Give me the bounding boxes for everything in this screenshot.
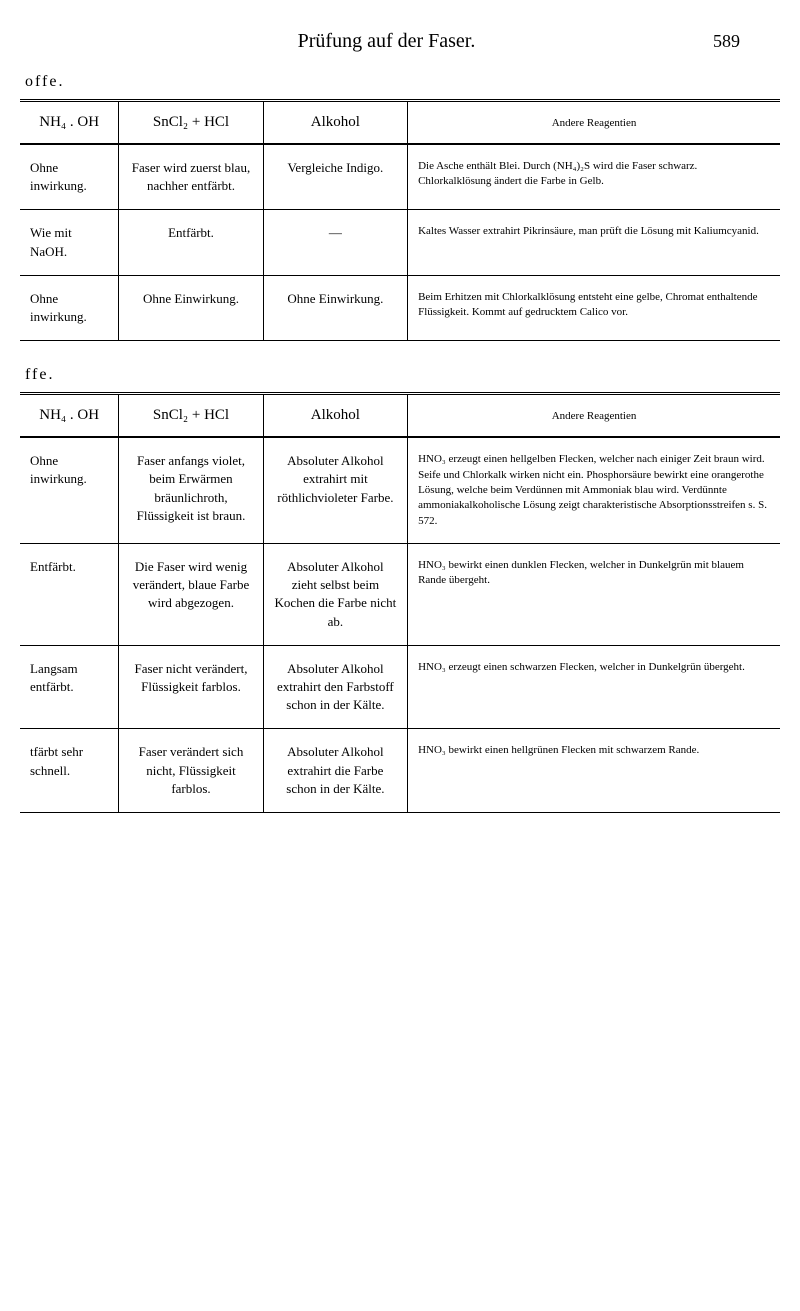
column-header: Andere Reagentien: [408, 394, 780, 438]
cell: Vergleiche Indigo.: [263, 144, 407, 210]
cell: HNO₃ erzeugt einen hellgelben Flecken, w…: [408, 437, 780, 543]
cell: Kaltes Wasser extrahirt Pikrinsäure, man…: [408, 210, 780, 275]
cell: HNO₃ bewirkt einen dunklen Flecken, welc…: [408, 544, 780, 646]
cell: Ohne inwirkung.: [20, 275, 119, 340]
table-1: NH₄ . OH SnCl₂ + HCl Alkohol Andere Reag…: [20, 99, 780, 341]
cell: Absoluter Alkohol extrahirt den Farbstof…: [263, 645, 407, 729]
column-header: NH₄ . OH: [20, 394, 119, 438]
table-row: tfärbt sehr schnell. Faser verändert sic…: [20, 729, 780, 813]
table-row: Ohne inwirkung. Faser anfangs violet, be…: [20, 437, 780, 543]
cell: Ohne Einwirkung.: [263, 275, 407, 340]
cell: Faser anfangs violet, beim Erwärmen bräu…: [119, 437, 263, 543]
table-2: NH₄ . OH SnCl₂ + HCl Alkohol Andere Reag…: [20, 392, 780, 813]
section-label-2: ffe.: [25, 366, 780, 384]
table-row: Ohne inwirkung. Ohne Einwirkung. Ohne Ei…: [20, 275, 780, 340]
table-header-row: NH₄ . OH SnCl₂ + HCl Alkohol Andere Reag…: [20, 101, 780, 145]
cell: tfärbt sehr schnell.: [20, 729, 119, 813]
cell: Wie mit NaOH.: [20, 210, 119, 275]
cell: Faser wird zuerst blau, nachher entfärbt…: [119, 144, 263, 210]
table-header-row: NH₄ . OH SnCl₂ + HCl Alkohol Andere Reag…: [20, 394, 780, 438]
column-header: Andere Reagentien: [408, 101, 780, 145]
cell: HNO₃ erzeugt einen schwarzen Flecken, we…: [408, 645, 780, 729]
cell: Absoluter Alkohol zieht selbst beim Koch…: [263, 544, 407, 646]
cell: Faser verändert sich nicht, Flüssigkeit …: [119, 729, 263, 813]
cell: Absoluter Alkohol extrahirt die Farbe sc…: [263, 729, 407, 813]
cell: Ohne Einwirkung.: [119, 275, 263, 340]
cell: Entfärbt.: [119, 210, 263, 275]
cell: Die Asche enthält Blei. Durch (NH₄)₂S wi…: [408, 144, 780, 210]
page-title: Prüfung auf der Faser.: [60, 30, 713, 53]
table-row: Langsam entfärbt. Faser nicht verändert,…: [20, 645, 780, 729]
table-row: Wie mit NaOH. Entfärbt. — Kaltes Wasser …: [20, 210, 780, 275]
table-row: Ohne inwirkung. Faser wird zuerst blau, …: [20, 144, 780, 210]
page-header: Prüfung auf der Faser. 589: [20, 30, 780, 53]
cell: Ohne inwirkung.: [20, 144, 119, 210]
column-header: SnCl₂ + HCl: [119, 101, 263, 145]
column-header: SnCl₂ + HCl: [119, 394, 263, 438]
table-row: Entfärbt. Die Faser wird wenig verändert…: [20, 544, 780, 646]
cell: Ohne inwirkung.: [20, 437, 119, 543]
cell: Die Faser wird wenig verändert, blaue Fa…: [119, 544, 263, 646]
column-header: Alkohol: [263, 394, 407, 438]
cell: Entfärbt.: [20, 544, 119, 646]
column-header: Alkohol: [263, 101, 407, 145]
cell: —: [263, 210, 407, 275]
page-number: 589: [713, 31, 740, 52]
section-label-1: offe.: [25, 73, 780, 91]
cell: Langsam entfärbt.: [20, 645, 119, 729]
column-header: NH₄ . OH: [20, 101, 119, 145]
cell: Faser nicht verändert, Flüssigkeit farbl…: [119, 645, 263, 729]
cell: Beim Erhitzen mit Chlorkalklösung entste…: [408, 275, 780, 340]
cell: HNO₃ bewirkt einen hellgrünen Flecken mi…: [408, 729, 780, 813]
cell: Absoluter Alkohol extrahirt mit röthlich…: [263, 437, 407, 543]
